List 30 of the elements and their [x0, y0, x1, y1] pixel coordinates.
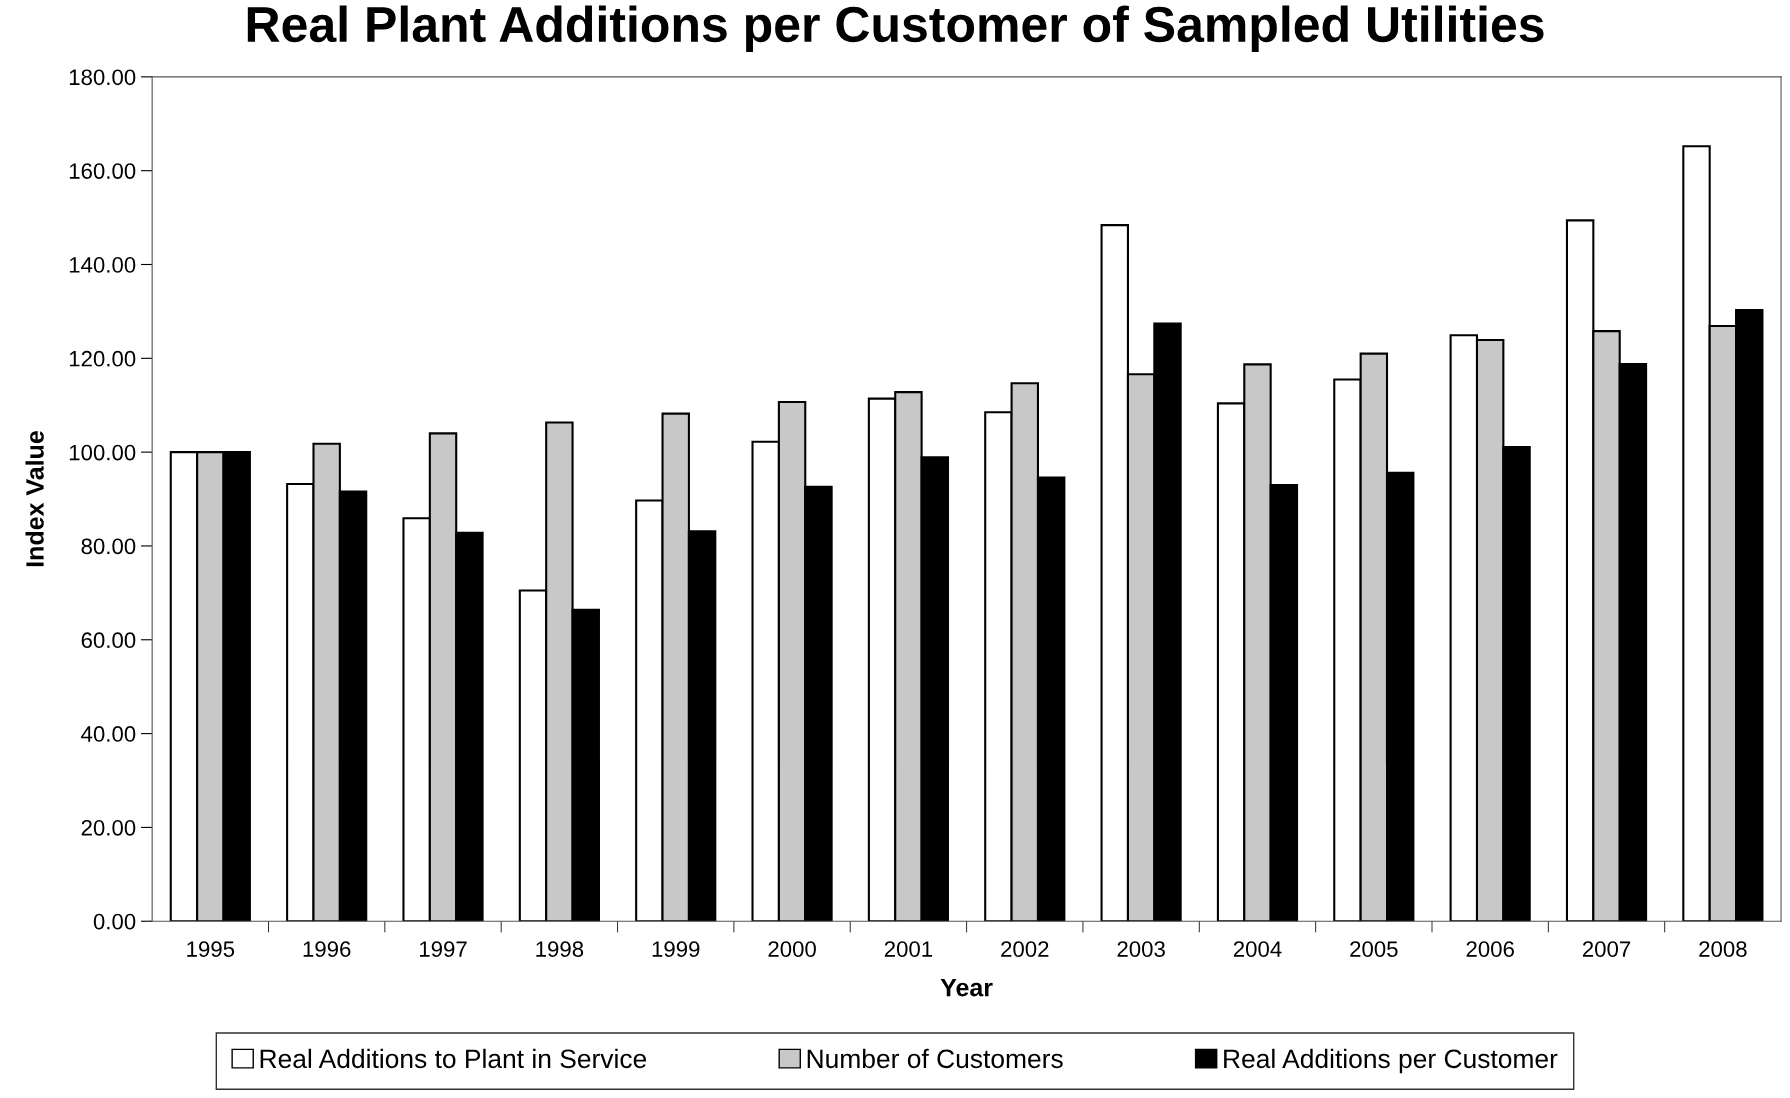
- x-tick-label: 2000: [768, 941, 816, 957]
- y-tick-label: 80.00: [81, 538, 136, 555]
- y-axis-title: Index Value: [25, 431, 44, 567]
- x-tick-label: 2008: [1699, 941, 1747, 957]
- y-tick-label: 180.00: [69, 69, 136, 86]
- x-tick-label: 1998: [536, 941, 584, 957]
- legend-label: Number of Customers: [807, 1048, 1063, 1069]
- legend-label: Real Additions to Plant in Service: [260, 1048, 647, 1069]
- y-tick-label: 140.00: [69, 257, 136, 273]
- x-tick-label: 2006: [1466, 941, 1514, 957]
- y-tick-label: 120.00: [69, 350, 136, 367]
- y-tick-label: 160.00: [69, 163, 136, 179]
- x-tick-label: 1997: [420, 941, 467, 957]
- x-axis-title: Year: [940, 978, 993, 997]
- x-tick-label: 2002: [1001, 941, 1049, 957]
- x-tick-label: 1996: [303, 941, 351, 957]
- x-tick-label: 2003: [1117, 941, 1165, 957]
- chart-title: Real Plant Additions per Customer of Sampled Utilities: [247, 5, 1544, 53]
- legend-label: Real Additions per Customer: [1224, 1048, 1558, 1074]
- x-tick-label: 1995: [187, 941, 235, 957]
- x-tick-label: 2007: [1582, 941, 1631, 957]
- y-tick-label: 40.00: [81, 726, 136, 742]
- y-tick-label: 20.00: [81, 819, 136, 836]
- y-tick-label: 0.00: [93, 913, 136, 930]
- x-tick-label: 2005: [1350, 941, 1398, 957]
- x-tick-label: 2001: [884, 941, 933, 957]
- y-tick-label: 60.00: [81, 632, 136, 649]
- y-tick-label: 100.00: [69, 444, 136, 461]
- x-tick-label: 1999: [652, 941, 700, 957]
- x-tick-label: 2004: [1233, 941, 1282, 957]
